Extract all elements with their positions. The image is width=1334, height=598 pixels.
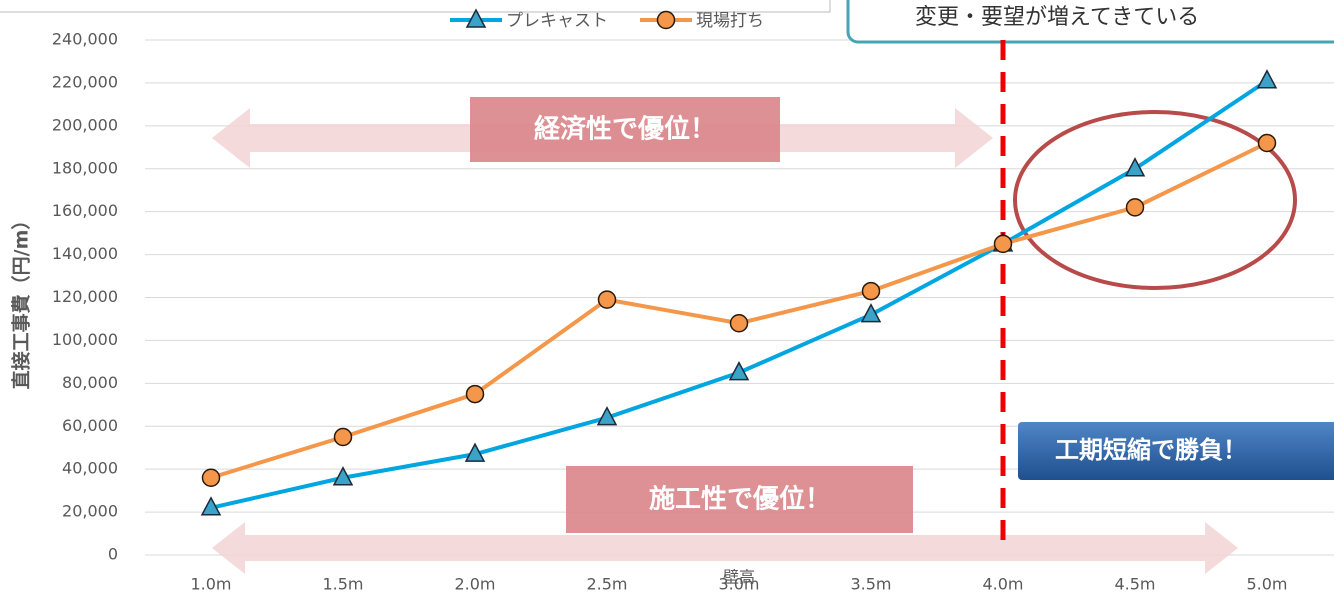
y-tick-label: 120,000	[52, 287, 118, 306]
x-tick-label: 5.0m	[1246, 575, 1287, 594]
marker	[860, 303, 882, 323]
y-tick-label: 200,000	[52, 115, 118, 134]
x-tick-label: 1.0m	[190, 575, 231, 594]
marker	[993, 234, 1013, 254]
x-tick-label: 4.5m	[1114, 575, 1155, 594]
arrow	[212, 522, 1238, 574]
marker	[1124, 157, 1146, 177]
marker	[200, 496, 222, 516]
legend-label: プレキャスト	[506, 11, 608, 31]
x-tick-label: 3.0m	[718, 575, 759, 594]
label-box	[1018, 422, 1334, 480]
legend-label: 現場打ち	[696, 11, 764, 31]
annotation: 経済性で優位！	[534, 114, 716, 145]
y-tick-label: 220,000	[52, 72, 118, 91]
y-tick-label: 0	[108, 545, 118, 564]
y-axis-label: 直接工事費（円/m）	[10, 211, 33, 390]
marker	[201, 468, 221, 487]
marker	[656, 10, 676, 30]
x-tick-label: 3.5m	[850, 575, 891, 594]
marker	[333, 427, 353, 447]
marker	[729, 314, 749, 333]
marker	[596, 406, 618, 426]
y-tick-label: 80,000	[62, 373, 118, 392]
marker	[332, 466, 354, 486]
x-tick-label: 2.0m	[454, 575, 495, 594]
marker	[597, 290, 617, 309]
y-tick-label: 180,000	[52, 158, 118, 177]
marker	[728, 361, 750, 381]
marker	[1125, 198, 1145, 217]
marker	[465, 8, 487, 28]
y-tick-label: 100,000	[52, 330, 118, 349]
y-tick-label: 240,000	[52, 30, 118, 49]
marker	[1257, 133, 1277, 153]
y-tick-label: 60,000	[62, 416, 118, 435]
marker	[1256, 69, 1278, 89]
x-tick-label: 1.5m	[322, 575, 363, 594]
marker	[464, 442, 486, 462]
frame	[0, 0, 831, 13]
y-tick-label: 40,000	[62, 459, 118, 478]
label-box	[566, 466, 913, 533]
highlight-ellipse	[1013, 110, 1297, 290]
callout	[846, 0, 1334, 44]
x-axis-label: 壁高	[723, 568, 755, 587]
x-tick-label: 2.5m	[586, 575, 627, 594]
annotation: 施工性で優位！	[649, 484, 831, 515]
callout-text: 変更・要望が増えてきている	[915, 5, 1199, 30]
y-tick-label: 140,000	[52, 244, 118, 263]
x-tick-label: 4.0m	[982, 575, 1023, 594]
y-tick-label: 20,000	[62, 502, 118, 521]
marker	[465, 384, 485, 404]
marker	[861, 281, 881, 301]
annotation: 工期短縮で勝負！	[1055, 436, 1247, 464]
y-tick-label: 160,000	[52, 201, 118, 220]
label-box	[470, 97, 780, 162]
